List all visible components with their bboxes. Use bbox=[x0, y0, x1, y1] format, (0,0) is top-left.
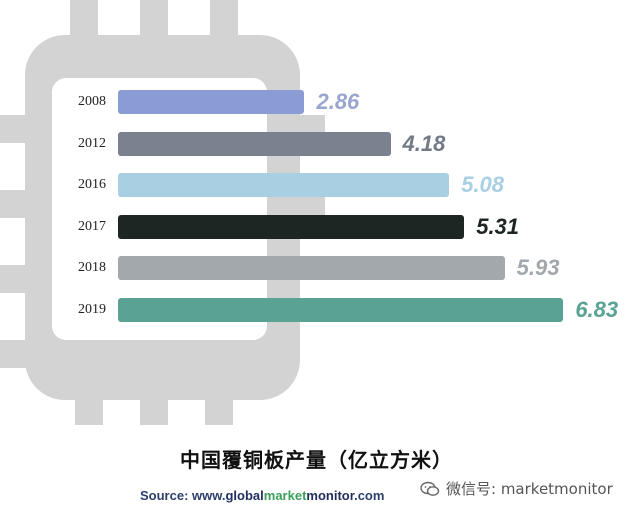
bar-2016 bbox=[118, 173, 450, 197]
year-label-2012: 2012 bbox=[78, 135, 106, 151]
value-label-2018: 5.93 bbox=[516, 255, 560, 280]
source-monitor: monitor bbox=[306, 488, 355, 503]
wechat-watermark: 微信号: marketmonitor bbox=[420, 478, 613, 499]
value-label-2019: 6.83 bbox=[575, 296, 619, 322]
watermark-text: 微信号: marketmonitor bbox=[446, 480, 613, 498]
bar-2019 bbox=[118, 297, 564, 322]
bar-2017 bbox=[118, 214, 465, 239]
value-label-2016: 5.08 bbox=[461, 172, 505, 197]
bar-2012 bbox=[118, 131, 391, 156]
bar-2018 bbox=[118, 256, 505, 280]
year-label-2019: 2019 bbox=[78, 301, 106, 317]
year-label-2017: 2017 bbox=[78, 218, 106, 234]
year-label-2008: 2008 bbox=[78, 94, 106, 109]
source-global: global bbox=[225, 488, 264, 503]
wechat-icon bbox=[420, 481, 440, 496]
year-label-2018: 2018 bbox=[78, 260, 106, 275]
source-prefix: Source: www. bbox=[140, 488, 226, 503]
year-label-2016: 2016 bbox=[78, 177, 106, 192]
source-text: Source: www.globalmarketmonitor.com bbox=[140, 488, 384, 503]
value-label-2012: 4.18 bbox=[402, 130, 446, 156]
value-label-2008: 2.86 bbox=[316, 89, 360, 114]
value-label-2017: 5.31 bbox=[476, 213, 520, 239]
source-suffix: .com bbox=[354, 488, 385, 503]
chart-title: 中国覆铜板产量（亿立方米） bbox=[180, 448, 453, 472]
bar-2008 bbox=[118, 90, 305, 114]
source-market: market bbox=[263, 488, 307, 503]
